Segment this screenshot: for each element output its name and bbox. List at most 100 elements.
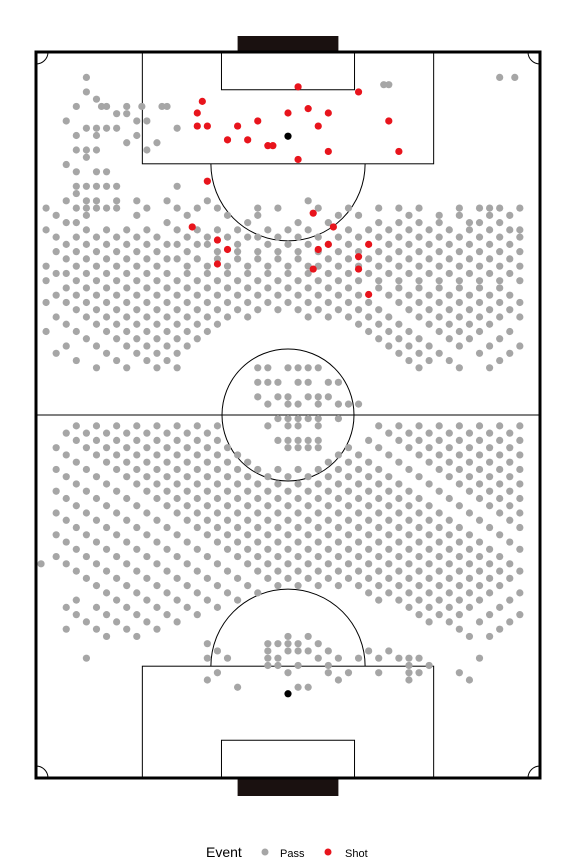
pass-point — [102, 327, 111, 336]
pass-point — [385, 574, 393, 582]
pass-point — [72, 611, 80, 619]
pass-point — [475, 654, 484, 662]
pass-point — [183, 269, 191, 278]
pass-point — [244, 487, 252, 495]
pass-point — [435, 523, 443, 532]
pass-point — [395, 320, 403, 328]
pass-point — [395, 523, 403, 532]
pass-point — [62, 219, 70, 227]
top-six-yard-box — [220, 51, 356, 91]
pass-point — [324, 531, 332, 539]
pass-point — [354, 567, 363, 575]
pass-point — [92, 516, 101, 524]
pass-point — [62, 473, 70, 481]
pass-point — [435, 298, 443, 307]
pass-point — [496, 233, 504, 241]
pass-point — [163, 197, 171, 205]
pass-point — [365, 313, 373, 321]
pass-point — [123, 139, 131, 147]
pass-point — [193, 240, 201, 248]
pass-point — [435, 487, 443, 495]
legend-label-shot: Shot — [345, 848, 368, 860]
pass-point — [254, 277, 262, 285]
pass-point — [334, 378, 342, 386]
pass-point — [244, 473, 252, 481]
shot-point — [254, 117, 262, 125]
pass-point — [82, 654, 90, 662]
pass-point — [304, 487, 312, 495]
pass-point — [365, 298, 373, 307]
pass-point — [375, 335, 383, 343]
pass-point — [516, 567, 524, 575]
pass-point — [183, 429, 191, 437]
pass-point — [405, 211, 413, 219]
pass-point — [193, 589, 201, 597]
pass-point — [133, 117, 141, 125]
pass-point — [274, 277, 282, 285]
pass-point — [173, 349, 181, 357]
pass-point — [375, 233, 383, 241]
pass-point — [344, 502, 353, 510]
pass-point — [153, 262, 161, 270]
pass-point — [425, 320, 433, 328]
pass-point — [506, 618, 514, 626]
pass-point — [143, 327, 151, 336]
pass-point — [506, 487, 514, 495]
pass-point — [183, 582, 191, 590]
pass-point — [102, 523, 111, 532]
pass-point — [375, 248, 383, 256]
pass-point — [42, 262, 50, 270]
pass-point — [405, 545, 413, 553]
pass-point — [133, 211, 141, 219]
pass-point — [415, 335, 423, 343]
pass-point — [92, 473, 101, 481]
pass-point — [344, 473, 353, 481]
bottom-goal — [237, 778, 339, 796]
pass-point — [284, 560, 292, 568]
pass-point — [475, 219, 484, 227]
shot-point — [314, 122, 322, 130]
pass-point — [92, 168, 101, 176]
pass-point — [516, 313, 524, 321]
pass-point — [143, 204, 151, 212]
pass-point — [465, 306, 474, 314]
pass-point — [284, 269, 292, 278]
pass-point — [173, 618, 181, 626]
pass-point — [234, 494, 242, 503]
pass-point — [314, 364, 322, 372]
pass-point — [445, 356, 453, 365]
pass-point — [475, 436, 484, 445]
pass-point — [294, 661, 302, 670]
pass-point — [455, 233, 463, 241]
pass-point — [72, 356, 80, 365]
pass-point — [153, 516, 161, 524]
pass-point — [153, 560, 161, 568]
pass-point — [254, 523, 262, 532]
pass-point — [304, 378, 312, 386]
pass-point — [445, 574, 453, 582]
pass-point — [506, 596, 514, 604]
pass-point — [113, 422, 121, 430]
pass-point — [365, 473, 373, 481]
pass-point — [102, 458, 111, 466]
pass-point — [425, 458, 433, 466]
pass-point — [445, 531, 453, 539]
pass-point — [334, 211, 342, 219]
pass-point — [113, 509, 121, 517]
pass-point — [203, 473, 211, 481]
pass-point — [254, 255, 262, 263]
pass-point — [102, 480, 111, 488]
corner-arc-top-left — [35, 51, 49, 65]
pass-point — [486, 473, 494, 481]
pass-point — [244, 516, 252, 524]
pass-point — [415, 436, 423, 445]
pass-point — [375, 523, 383, 532]
pass-point — [193, 291, 201, 299]
pass-point — [445, 429, 453, 437]
pass-point — [183, 487, 191, 495]
pass-point — [314, 415, 322, 423]
pass-point — [395, 494, 403, 503]
pass-point — [102, 632, 111, 641]
pass-point — [455, 204, 463, 212]
pass-point — [465, 560, 474, 568]
